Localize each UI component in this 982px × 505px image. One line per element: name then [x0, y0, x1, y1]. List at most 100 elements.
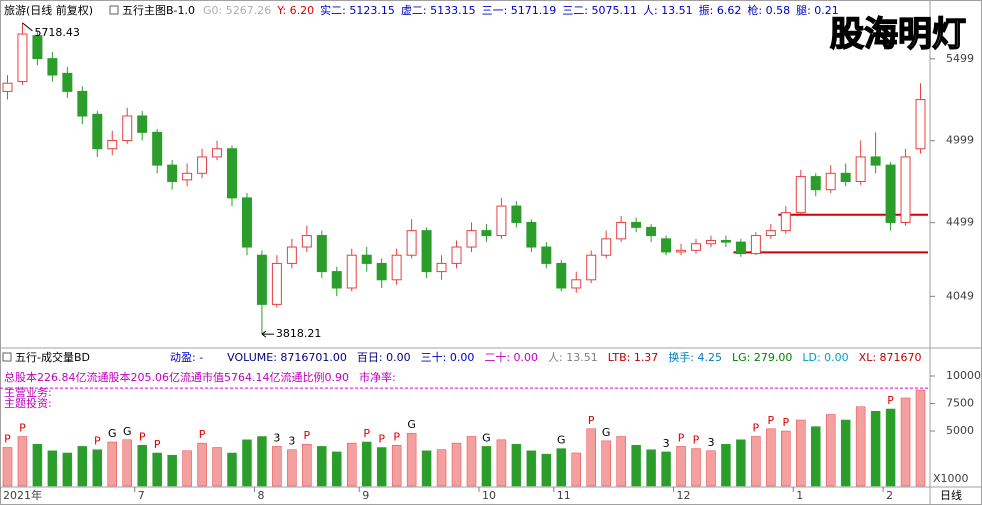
candle-body [526, 221, 537, 248]
candle-body [825, 172, 836, 191]
volume-bar [751, 436, 761, 487]
signal-label: P [19, 422, 26, 435]
candle-body [735, 241, 746, 255]
volume-bar [212, 447, 222, 487]
stat: 腿: 0.21 [796, 4, 839, 17]
stat: LG: 279.00 [732, 351, 792, 364]
volume-bar [840, 419, 851, 487]
info-text: 市净率: [359, 370, 396, 384]
candle-body [556, 262, 567, 289]
signal-label: P [588, 414, 595, 427]
candle-body [436, 262, 447, 273]
x-tick-label: 2021年 [3, 488, 42, 502]
signal-label: P [304, 429, 311, 442]
candle-body [152, 131, 163, 166]
x-tick-label: 8 [257, 489, 264, 502]
volume-bar [436, 449, 447, 487]
y-tick-label: 10000 [946, 369, 981, 382]
candle-body [2, 82, 13, 92]
candle-body [92, 113, 103, 150]
period-label: 日线 [940, 488, 962, 502]
volume-bar [601, 440, 611, 487]
candle-body [705, 239, 716, 245]
signal-label: P [782, 416, 789, 429]
volume-bar [137, 445, 147, 487]
stat: Y: 6.20 [276, 4, 314, 17]
header-text: 旅游(日线 前复权) [4, 3, 93, 17]
pane-icon [109, 5, 119, 15]
x-tick-label: 11 [557, 489, 571, 502]
volume-bar [272, 446, 282, 487]
volume-bar [496, 439, 507, 487]
info-text: 主题投资: [4, 396, 52, 410]
candle-body [676, 249, 687, 253]
volume-bar [481, 446, 492, 487]
x-tick-label: 2 [886, 489, 893, 502]
signal-label: P [4, 433, 11, 446]
volume-bar [811, 426, 821, 487]
volume-bar [870, 410, 881, 487]
signal-label: P [768, 414, 775, 427]
signal-label: P [693, 434, 700, 447]
volume-bar [511, 443, 522, 487]
volume-bar [915, 389, 926, 487]
signal-label: 3 [288, 435, 295, 448]
y-tick-label: 4999 [946, 134, 974, 147]
signal-label: P [94, 435, 101, 448]
candle-body [870, 156, 881, 166]
candle-body [720, 239, 731, 243]
volume-bar [691, 448, 701, 487]
candle-body [421, 230, 432, 273]
volume-bar [77, 446, 88, 487]
volume-bar [406, 432, 417, 487]
stat: VOLUME: 8716701.00 [227, 351, 347, 364]
candle-body [765, 230, 776, 237]
candle-body [780, 212, 791, 232]
x-tick-label: 7 [138, 489, 145, 502]
volume-bar [17, 436, 28, 487]
candle-body [316, 235, 327, 273]
candle-body [346, 254, 357, 289]
candle-body [511, 205, 522, 223]
annotation-arrow [261, 330, 267, 338]
candle-body [915, 99, 926, 150]
signal-label: P [887, 394, 894, 407]
candle-body [32, 35, 43, 60]
volume-bar [2, 447, 13, 487]
candle-body [376, 262, 387, 281]
stat: 实二: 5123.15 [320, 3, 395, 17]
pane-title: 五行-成交量BD [15, 350, 90, 364]
y-tick-label: 4499 [946, 216, 974, 229]
annotation: 5718.43 [34, 26, 80, 39]
candle-body [391, 254, 402, 281]
candle-body [227, 148, 237, 199]
candle-body [47, 58, 58, 76]
volume-bar [361, 441, 372, 487]
candle-body [631, 221, 642, 228]
volume-bar [347, 442, 357, 487]
candle-body [571, 279, 582, 289]
candle-body [661, 238, 672, 253]
volume-bar [676, 446, 686, 487]
signal-label: P [678, 431, 685, 444]
volume-bar [646, 449, 656, 487]
candle-body [885, 164, 896, 223]
volume-bar [227, 452, 237, 487]
signal-label: P [363, 427, 370, 440]
volume-bar [796, 419, 806, 487]
volume-bar [556, 448, 567, 487]
stat: XL: 871670 [859, 351, 922, 364]
candle-body [691, 243, 701, 251]
volume-bar [391, 445, 402, 487]
signal-label: G [482, 431, 491, 444]
header-text: 五行主图B-1.0 [122, 4, 195, 17]
stat: 三二: 5075.11 [562, 4, 637, 17]
volume-bar [302, 443, 312, 487]
volume-bar [47, 450, 58, 487]
volume-bar [825, 414, 836, 487]
volume-bar [92, 449, 103, 487]
volume-bar [721, 443, 731, 487]
candle-body [331, 271, 342, 289]
volume-bar [855, 406, 866, 487]
volume-bar [661, 451, 671, 487]
